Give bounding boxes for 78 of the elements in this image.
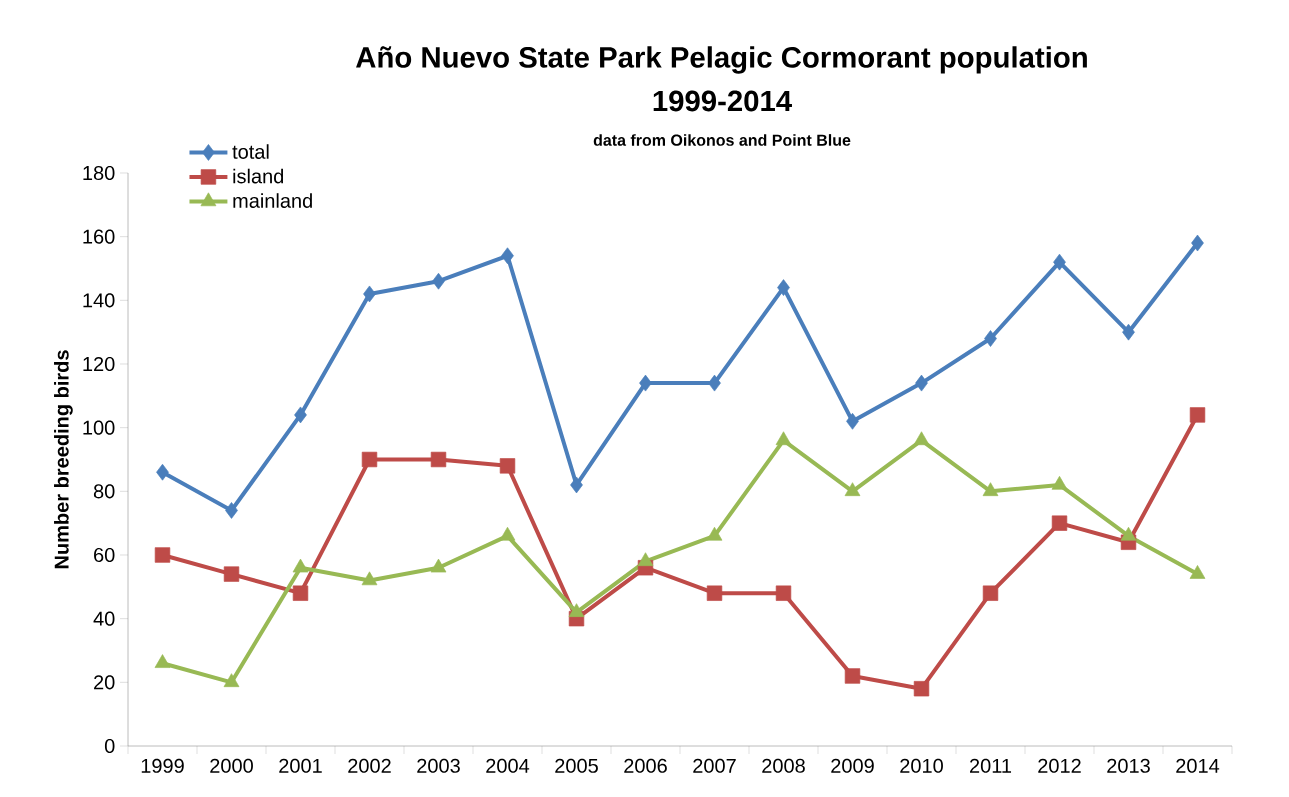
point xyxy=(1189,407,1206,423)
y-tick-label: 80 xyxy=(93,484,115,499)
point xyxy=(154,654,171,668)
legend-label: total xyxy=(232,144,269,159)
x-tick-label: 2014 xyxy=(1176,758,1220,773)
point xyxy=(292,585,309,601)
point xyxy=(706,526,723,541)
point xyxy=(913,431,930,446)
x-tick-label: 2007 xyxy=(693,758,736,773)
x-tick-label: 2006 xyxy=(624,758,667,773)
point xyxy=(430,451,447,468)
point xyxy=(1122,323,1135,341)
y-axis-title: Number breeding birds xyxy=(54,350,73,569)
point xyxy=(363,285,376,303)
y-tick-label: 60 xyxy=(94,547,115,563)
point xyxy=(706,585,723,601)
point xyxy=(156,463,169,481)
point xyxy=(568,603,585,617)
x-tick-label: 2004 xyxy=(486,758,530,773)
y-tick-label: 20 xyxy=(94,675,115,690)
point xyxy=(846,412,859,430)
point xyxy=(775,431,792,446)
y-tick-label: 120 xyxy=(83,356,115,372)
point xyxy=(292,558,309,573)
y-tick-label: 160 xyxy=(83,229,115,244)
point xyxy=(430,558,447,573)
text: data from Oikonos and Point Blue xyxy=(593,134,851,146)
x-tick-label: 2010 xyxy=(900,758,943,773)
legend-label: island xyxy=(233,168,284,184)
point xyxy=(982,585,999,601)
x-tick-label: 2008 xyxy=(762,758,805,773)
y-tick-label: 180 xyxy=(83,165,115,181)
point xyxy=(777,279,790,296)
x-tick-label: 2005 xyxy=(555,758,598,773)
x-tick-label: 2000 xyxy=(210,758,253,773)
point xyxy=(1051,515,1068,531)
point xyxy=(844,482,861,497)
point xyxy=(1120,526,1137,541)
x-tick-label: 2012 xyxy=(1038,758,1081,773)
x-tick-label: 2009 xyxy=(831,758,874,773)
point xyxy=(501,247,514,265)
point xyxy=(1189,565,1206,579)
point xyxy=(361,451,378,468)
chart-title: Año Nuevo State Park Pelagic Cormorant population xyxy=(356,46,1087,74)
y-tick-label: 0 xyxy=(104,738,115,754)
point xyxy=(913,681,930,697)
point xyxy=(154,547,171,563)
x-tick-label: 2013 xyxy=(1107,758,1150,773)
point xyxy=(775,585,792,601)
point xyxy=(294,406,307,424)
point xyxy=(915,374,928,392)
point xyxy=(570,476,583,494)
legend-label: mainland xyxy=(233,193,312,208)
point xyxy=(361,571,378,586)
point xyxy=(499,526,516,541)
y-tick-label: 140 xyxy=(83,293,115,308)
point xyxy=(225,502,238,519)
x-tick-label: 2001 xyxy=(279,758,322,773)
x-tick-label: 2002 xyxy=(348,758,391,773)
point xyxy=(708,374,721,392)
point xyxy=(844,668,861,684)
x-tick-label: 2011 xyxy=(970,758,1012,773)
x-tick-label: 1999 xyxy=(141,758,184,773)
point xyxy=(1051,475,1068,490)
point xyxy=(223,673,240,688)
point xyxy=(223,566,240,582)
point xyxy=(1053,253,1066,271)
point xyxy=(984,330,997,347)
point xyxy=(1191,234,1204,252)
x-tick-label: 2003 xyxy=(417,758,460,773)
point xyxy=(637,552,654,567)
chart-subtitle: 1999-2014 xyxy=(653,90,792,112)
y-tick-label: 40 xyxy=(93,611,115,626)
point xyxy=(639,374,652,392)
point xyxy=(982,482,999,497)
y-tick-label: 100 xyxy=(83,420,115,435)
point xyxy=(499,458,516,474)
point xyxy=(432,272,445,290)
